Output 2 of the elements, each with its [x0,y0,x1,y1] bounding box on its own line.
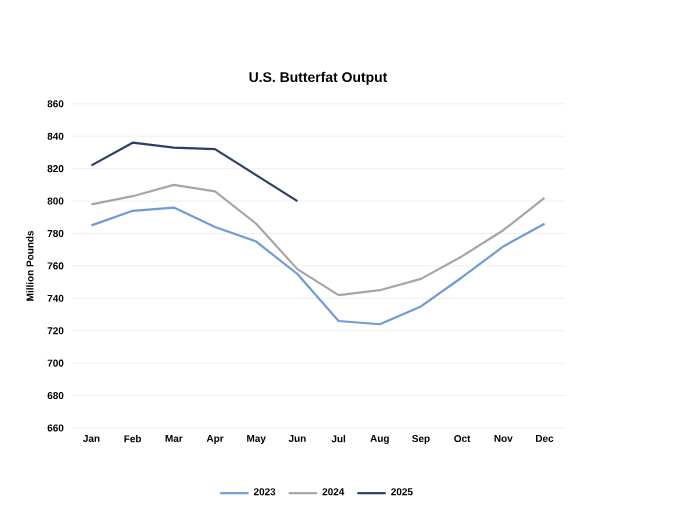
line-series [90,206,546,326]
line-series [90,183,546,297]
